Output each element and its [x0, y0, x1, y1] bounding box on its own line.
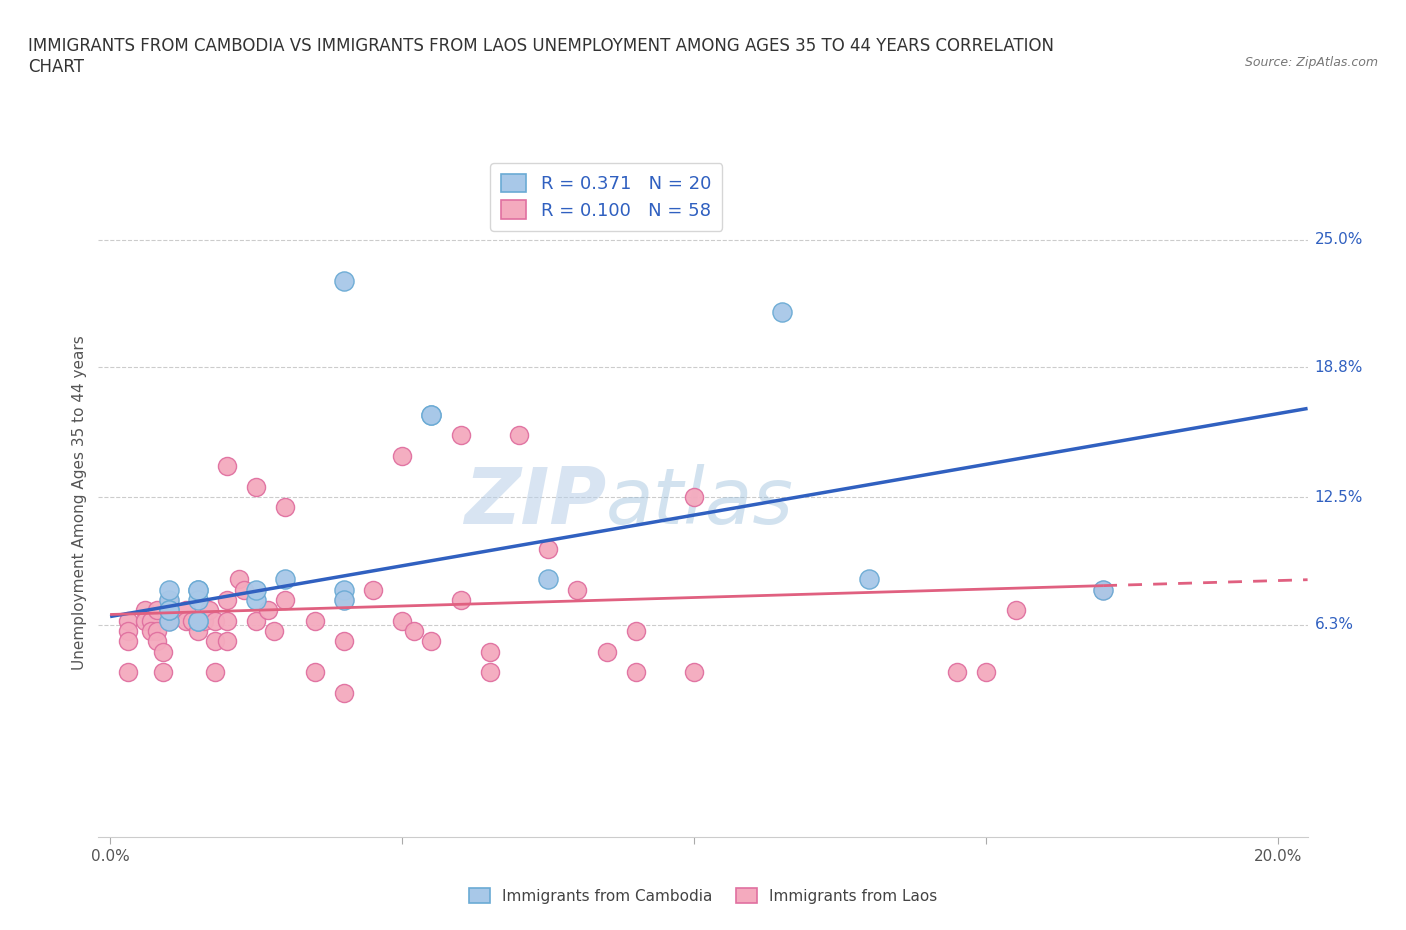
- Point: [332, 592, 354, 607]
- Point: [187, 582, 209, 597]
- Point: [450, 592, 472, 607]
- Point: [274, 500, 297, 515]
- Point: [508, 428, 530, 443]
- Point: [391, 613, 413, 628]
- Point: [157, 592, 180, 607]
- Point: [152, 644, 174, 659]
- Point: [624, 623, 647, 638]
- Point: [157, 603, 180, 618]
- Point: [402, 623, 425, 638]
- Point: [193, 613, 215, 628]
- Point: [228, 572, 250, 587]
- Point: [537, 541, 560, 556]
- Point: [187, 582, 209, 597]
- Point: [332, 634, 354, 649]
- Point: [420, 407, 443, 422]
- Point: [256, 603, 278, 618]
- Point: [478, 665, 501, 680]
- Point: [263, 623, 285, 638]
- Point: [391, 448, 413, 463]
- Point: [274, 592, 297, 607]
- Point: [117, 623, 139, 638]
- Point: [198, 603, 221, 618]
- Point: [174, 603, 197, 618]
- Point: [117, 665, 139, 680]
- Point: [157, 582, 180, 597]
- Legend: Immigrants from Cambodia, Immigrants from Laos: Immigrants from Cambodia, Immigrants fro…: [463, 882, 943, 910]
- Point: [478, 644, 501, 659]
- Point: [332, 685, 354, 700]
- Point: [245, 592, 267, 607]
- Point: [152, 665, 174, 680]
- Point: [187, 592, 209, 607]
- Point: [946, 665, 969, 680]
- Point: [180, 613, 202, 628]
- Point: [245, 479, 267, 494]
- Point: [204, 634, 226, 649]
- Point: [187, 613, 209, 628]
- Point: [361, 582, 384, 597]
- Point: [274, 572, 297, 587]
- Text: 18.8%: 18.8%: [1315, 360, 1362, 375]
- Point: [134, 603, 156, 618]
- Point: [567, 582, 589, 597]
- Point: [139, 623, 162, 638]
- Point: [204, 665, 226, 680]
- Point: [683, 665, 706, 680]
- Point: [450, 428, 472, 443]
- Point: [304, 613, 326, 628]
- Point: [420, 634, 443, 649]
- Point: [117, 634, 139, 649]
- Point: [683, 489, 706, 504]
- Point: [595, 644, 617, 659]
- Point: [537, 572, 560, 587]
- Point: [770, 304, 793, 319]
- Point: [157, 592, 180, 607]
- Point: [245, 582, 267, 597]
- Point: [157, 613, 180, 628]
- Point: [215, 592, 238, 607]
- Point: [304, 665, 326, 680]
- Point: [233, 582, 256, 597]
- Point: [117, 613, 139, 628]
- Text: atlas: atlas: [606, 464, 794, 540]
- Point: [157, 603, 180, 618]
- Point: [174, 613, 197, 628]
- Point: [187, 613, 209, 628]
- Y-axis label: Unemployment Among Ages 35 to 44 years: Unemployment Among Ages 35 to 44 years: [72, 335, 87, 670]
- Point: [332, 273, 354, 288]
- Text: ZIP: ZIP: [464, 464, 606, 540]
- Point: [1092, 582, 1115, 597]
- Point: [157, 613, 180, 628]
- Point: [187, 623, 209, 638]
- Point: [332, 592, 354, 607]
- Point: [1004, 603, 1026, 618]
- Point: [215, 458, 238, 473]
- Point: [974, 665, 997, 680]
- Point: [332, 582, 354, 597]
- Point: [420, 407, 443, 422]
- Point: [204, 613, 226, 628]
- Point: [187, 613, 209, 628]
- Text: 12.5%: 12.5%: [1315, 489, 1362, 505]
- Point: [1092, 582, 1115, 597]
- Point: [858, 572, 880, 587]
- Text: IMMIGRANTS FROM CAMBODIA VS IMMIGRANTS FROM LAOS UNEMPLOYMENT AMONG AGES 35 TO 4: IMMIGRANTS FROM CAMBODIA VS IMMIGRANTS F…: [28, 37, 1054, 76]
- Text: 6.3%: 6.3%: [1315, 618, 1354, 632]
- Point: [215, 613, 238, 628]
- Text: 25.0%: 25.0%: [1315, 232, 1362, 247]
- Point: [215, 634, 238, 649]
- Point: [146, 603, 169, 618]
- Point: [139, 613, 162, 628]
- Point: [245, 613, 267, 628]
- Point: [146, 634, 169, 649]
- Text: Source: ZipAtlas.com: Source: ZipAtlas.com: [1244, 56, 1378, 69]
- Point: [624, 665, 647, 680]
- Point: [146, 623, 169, 638]
- Point: [134, 613, 156, 628]
